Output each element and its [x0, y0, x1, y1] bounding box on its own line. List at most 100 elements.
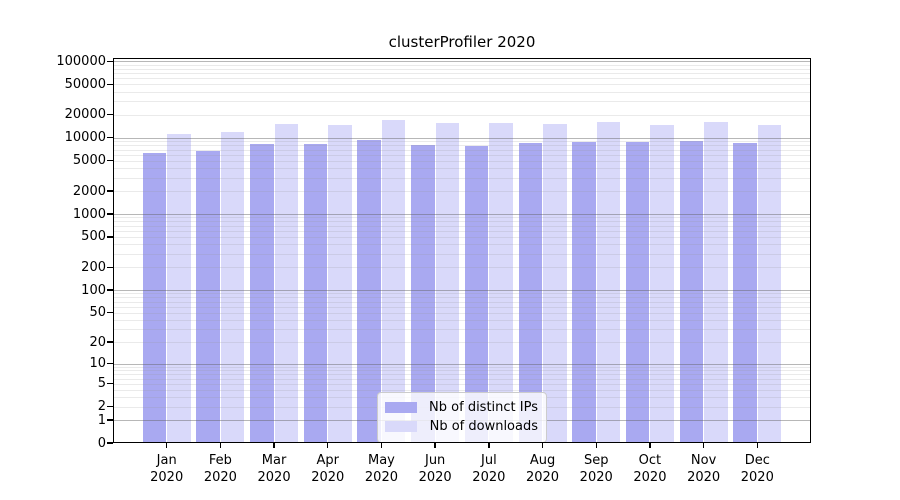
- y-tick-mark: [106, 137, 113, 139]
- bar-downloads-aug-2020: [543, 123, 567, 443]
- x-tick-mark: [380, 443, 383, 448]
- y-tick-label-200: 200: [81, 259, 106, 275]
- y-tick-mark: [106, 266, 113, 268]
- y-tick-mark: [106, 311, 113, 314]
- x-tick-label-aug: Aug 2020: [526, 452, 559, 486]
- y-tick-label-50: 50: [89, 305, 106, 321]
- x-tick-label-jan: Jan 2020: [150, 452, 183, 486]
- x-tick-month: Mar: [261, 453, 287, 468]
- gridline: [113, 64, 811, 66]
- y-tick-label-1: 1: [97, 412, 106, 428]
- x-tick-mark: [327, 443, 329, 448]
- x-tick-label-jun: Jun 2020: [419, 452, 452, 486]
- bar-downloads-dec-2020: [757, 124, 782, 443]
- x-tick-label-nov: Nov 2020: [687, 452, 720, 486]
- y-tick-mark: [106, 190, 113, 192]
- bar-downloads-apr-2020: [328, 124, 352, 443]
- y-tick-label-10000: 10000: [64, 130, 106, 146]
- legend: Nb of distinct IPs Nb of downloads: [377, 392, 547, 443]
- x-tick-label-apr: Apr 2020: [311, 452, 344, 486]
- x-tick-month: Jun: [424, 453, 446, 468]
- x-tick-month: Jan: [156, 453, 177, 468]
- legend-item-downloads: Nb of downloads: [385, 417, 538, 436]
- gridline: [113, 374, 811, 376]
- bar-distinct-ips-nov-2020: [679, 141, 704, 443]
- bar-distinct-ips-jul-2020: [464, 145, 489, 443]
- y-tick-mark: [106, 419, 113, 421]
- x-tick-year: 2020: [203, 470, 237, 485]
- y-tick-mark: [106, 289, 113, 291]
- gridline: [113, 168, 811, 170]
- gridline: [113, 225, 811, 227]
- x-tick-label-dec: Dec 2020: [741, 452, 774, 486]
- plot-area: Nb of distinct IPs Nb of downloads: [113, 58, 811, 443]
- gridline: [113, 221, 811, 223]
- x-tick-mark: [488, 443, 490, 448]
- x-tick-month: Dec: [744, 453, 770, 468]
- gridline: [113, 293, 811, 295]
- x-tick-label-sep: Sep 2020: [580, 452, 613, 486]
- x-tick-year: 2020: [418, 470, 452, 485]
- bar-downloads-jun-2020: [435, 122, 460, 443]
- gridline: [113, 370, 811, 372]
- gridline: [113, 91, 811, 93]
- gridline: [113, 312, 811, 314]
- bar-downloads-sep-2020: [596, 122, 621, 443]
- y-tick-label-5000: 5000: [72, 153, 106, 169]
- x-tick-mark: [434, 443, 436, 448]
- y-tick-mark: [106, 362, 113, 365]
- y-tick-mark: [106, 213, 113, 215]
- gridline: [113, 342, 811, 344]
- gridline: [113, 383, 811, 385]
- y-tick-mark: [106, 442, 113, 444]
- gridline: [113, 236, 811, 238]
- bar-distinct-ips-dec-2020: [733, 142, 757, 443]
- bar-distinct-ips-jan-2020: [142, 153, 167, 443]
- bar-distinct-ips-mar-2020: [250, 143, 274, 443]
- gridline: [113, 363, 811, 365]
- y-tick-label-20: 20: [89, 334, 106, 350]
- y-tick-label-0: 0: [97, 435, 106, 451]
- y-tick-mark: [106, 236, 113, 238]
- x-tick-month: Sep: [583, 453, 609, 468]
- gridline: [113, 378, 811, 380]
- y-tick-mark: [106, 83, 113, 86]
- gridline: [113, 230, 811, 232]
- x-tick-year: 2020: [525, 470, 560, 485]
- gridline: [113, 78, 811, 80]
- x-tick-label-oct: Oct 2020: [633, 452, 666, 486]
- gridline: [113, 73, 811, 75]
- y-tick-label-20000: 20000: [64, 107, 106, 123]
- x-tick-year: 2020: [311, 470, 345, 485]
- x-tick-mark: [219, 443, 222, 448]
- bar-distinct-ips-aug-2020: [518, 143, 543, 443]
- x-tick-label-mar: Mar 2020: [258, 452, 291, 486]
- bars-layer: [113, 58, 811, 443]
- bar-downloads-nov-2020: [704, 121, 728, 443]
- bar-distinct-ips-jun-2020: [411, 145, 435, 443]
- gridline: [113, 149, 811, 151]
- bar-downloads-mar-2020: [274, 124, 299, 443]
- legend-item-distinct-ips: Nb of distinct IPs: [385, 398, 538, 417]
- gridline: [113, 145, 811, 147]
- gridline: [113, 253, 811, 255]
- gridline: [113, 84, 811, 86]
- x-tick-label-may: May 2020: [365, 452, 398, 486]
- gridline: [113, 329, 811, 331]
- bar-distinct-ips-may-2020: [357, 139, 381, 443]
- y-tick-mark: [106, 341, 113, 343]
- legend-swatch-distinct-ips: [385, 402, 417, 413]
- gridline: [113, 61, 811, 63]
- gridline: [113, 290, 811, 292]
- y-tick-label-100: 100: [81, 282, 106, 298]
- gridline: [113, 217, 811, 219]
- x-tick-mark: [273, 443, 275, 448]
- legend-label-downloads: Nb of downloads: [429, 419, 538, 434]
- x-tick-mark: [756, 443, 758, 448]
- y-tick-mark: [106, 114, 113, 116]
- gridline: [113, 137, 811, 139]
- x-tick-year: 2020: [257, 470, 291, 485]
- gridline: [113, 366, 811, 368]
- y-tick-label-10: 10: [89, 356, 106, 372]
